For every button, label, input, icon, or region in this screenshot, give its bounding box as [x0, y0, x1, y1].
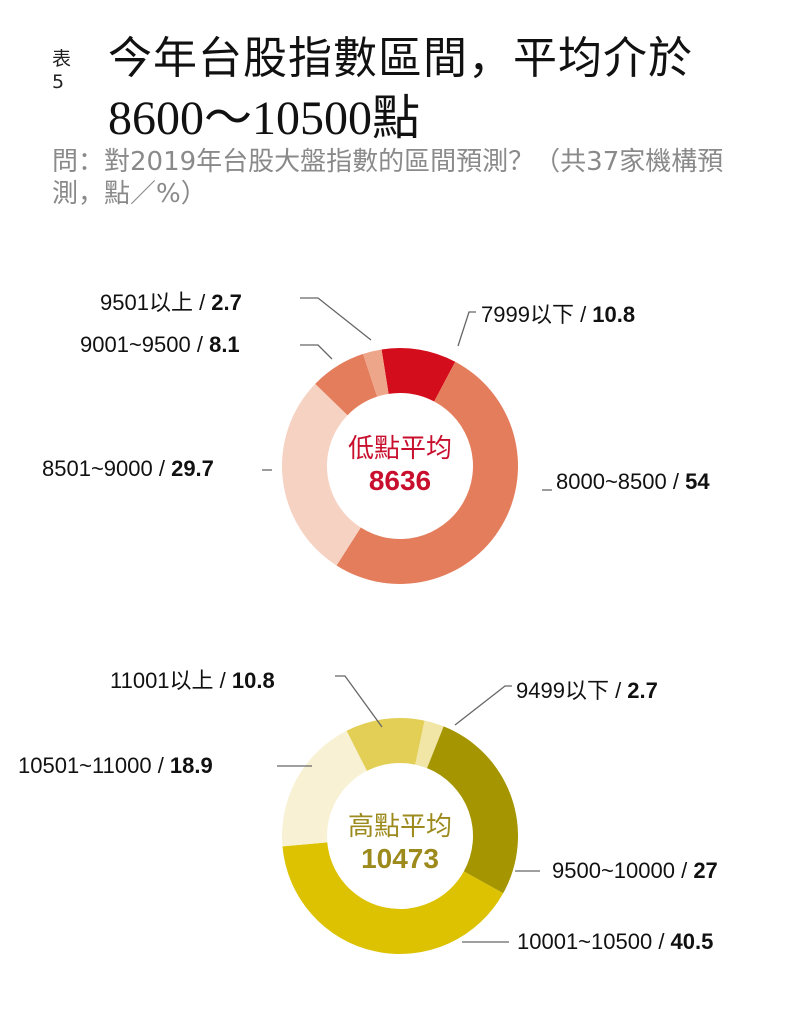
low-center-title: 低點平均: [347, 434, 452, 464]
high-center-title: 高點平均: [347, 812, 452, 842]
low-center-label: 低點平均 8636: [300, 428, 500, 497]
label-high-9499-below: 9499以下 / 2.7: [516, 678, 658, 703]
label-low-9501-above: 9501以上 / 2.7: [100, 290, 242, 315]
chart-title-line2: 8600～10500點: [108, 92, 421, 145]
label-low-7999-below: 7999以下 / 10.8: [481, 302, 636, 327]
chart-subtitle: 問：對2019年台股大盤指數的區間預測？（共37家機構預測，點／%）: [52, 147, 724, 209]
donut-slice: [282, 842, 504, 955]
high-center-value: 10473: [361, 843, 439, 874]
donut-slice: [415, 720, 444, 769]
chart-title-line1: 今年台股指數區間，平均介於: [108, 33, 693, 84]
table-tag: 表5: [52, 48, 72, 93]
label-high-9500-10000: 9500~10000 / 27: [552, 858, 718, 883]
low-center-value: 8636: [368, 465, 432, 496]
label-low-8501-9000: 8501~9000 / 29.7: [42, 456, 214, 481]
donut-slice: [427, 726, 519, 894]
donut-slice: [315, 353, 378, 416]
donut-slice: [381, 348, 456, 402]
donut-slice: [363, 349, 389, 397]
donut-slice: [346, 718, 425, 771]
label-low-9001-9500: 9001~9500 / 8.1: [80, 332, 240, 357]
donut-slice: [282, 383, 361, 566]
high-point-donut: [282, 718, 519, 955]
label-low-8000-8500: 8000~8500 / 54: [556, 469, 710, 494]
donut-slice: [282, 730, 367, 847]
donut-slice: [336, 361, 519, 585]
label-high-11001-above: 11001以上 / 10.8: [110, 668, 275, 693]
low-point-donut: [282, 348, 519, 585]
high-center-label: 高點平均 10473: [300, 806, 500, 875]
label-high-10501-11000: 10501~11000 / 18.9: [18, 753, 213, 778]
leader-lines: [262, 297, 552, 943]
label-high-10001-10500: 10001~10500 / 40.5: [517, 929, 714, 954]
